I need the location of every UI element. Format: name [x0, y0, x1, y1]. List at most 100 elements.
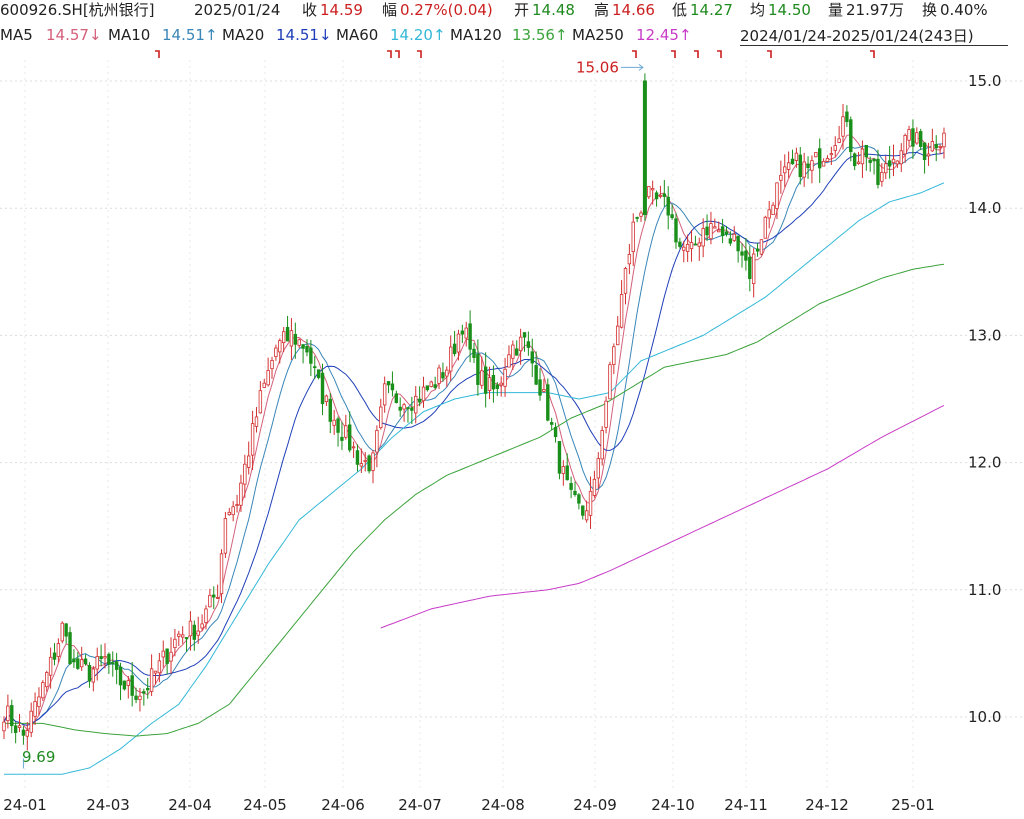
candle-body [309, 347, 313, 364]
event-marker [395, 50, 400, 58]
high-label: 高 [594, 1, 610, 19]
candle-body [616, 325, 620, 346]
candle-body [720, 226, 725, 237]
candle-body [515, 348, 519, 356]
avg-value: 14.50 [768, 1, 811, 19]
ma120-label: MA120 [450, 26, 502, 44]
candle-body [126, 680, 130, 686]
candle-body [911, 128, 915, 147]
ma5-line [3, 134, 945, 731]
candle-body [60, 622, 64, 642]
candle-body [802, 161, 806, 178]
candle-body [421, 386, 426, 402]
candle-body [693, 243, 698, 246]
candle-body [87, 664, 92, 682]
candle-body [425, 385, 430, 391]
ma60-value: 14.20↑ [390, 26, 446, 44]
candle-body [895, 160, 900, 165]
candle-body [52, 652, 57, 660]
candle-body [367, 455, 371, 472]
date-range-selector[interactable]: 2024/01/24-2025/01/24(243日) [740, 27, 974, 45]
candle-body [239, 482, 243, 506]
event-marker [870, 50, 875, 58]
candle-body [546, 384, 550, 421]
candle-body [483, 366, 488, 394]
ma20-label: MA20 [222, 26, 265, 44]
ma120-value: 13.56↑ [512, 26, 568, 44]
candle-body [351, 446, 356, 449]
candle-body [359, 463, 364, 467]
event-marker [671, 50, 676, 58]
candle-body [445, 369, 449, 377]
candle-body [180, 634, 185, 638]
candle-body [480, 370, 484, 386]
month-tick-label: 24-11 [724, 796, 768, 814]
candle-body [118, 666, 123, 686]
candle-body [130, 675, 134, 696]
month-tick-label: 24-05 [243, 796, 287, 814]
ma5-value: 14.57↓ [46, 26, 102, 44]
candle-body [604, 400, 608, 428]
candle-body [549, 422, 554, 425]
candle-body [713, 226, 717, 229]
candle-body [852, 153, 857, 167]
event-marker [417, 50, 422, 58]
candle-body [825, 158, 830, 162]
candle-body [779, 174, 783, 181]
candle-body [596, 458, 600, 479]
candle-body [33, 701, 37, 717]
candle-body [666, 196, 670, 216]
ma120-line [4, 263, 945, 737]
candle-body [573, 490, 577, 495]
candle-body [557, 441, 562, 474]
candle-body [45, 672, 49, 688]
ma10-line [3, 143, 945, 726]
candle-body [468, 323, 472, 350]
ma20-value: 14.51↓ [276, 26, 332, 44]
candle-body [786, 162, 791, 170]
event-marker [632, 50, 637, 58]
candle-body [748, 256, 752, 280]
candle-body [336, 418, 340, 433]
ma250-label: MA250 [572, 26, 624, 44]
candle-body [619, 294, 624, 328]
candle-body [876, 158, 880, 185]
candle-body [56, 643, 61, 657]
candle-body [647, 186, 651, 198]
candle-body [654, 192, 659, 200]
candle-body [530, 351, 534, 364]
candle-body [417, 398, 422, 403]
candle-body [10, 705, 14, 727]
candle-body [281, 331, 286, 343]
change-value: 0.27%(0.04) [400, 1, 493, 19]
candle-body [592, 478, 597, 496]
candle-body [631, 221, 635, 253]
candle-body [169, 651, 173, 662]
candle-body [410, 407, 414, 411]
event-marker [155, 50, 160, 58]
candle-body [849, 119, 853, 153]
candle-body [448, 346, 453, 372]
candle-body [763, 216, 768, 239]
candle-body [503, 368, 507, 387]
candle-body [208, 594, 212, 608]
candle-body [662, 193, 667, 197]
candle-body [398, 406, 402, 411]
candle-body [767, 209, 771, 219]
candle-body [95, 656, 99, 670]
candle-body [29, 710, 33, 733]
ma10-value: 14.51↑ [162, 26, 218, 44]
ma5-label: MA5 [0, 26, 33, 44]
candle-body [157, 660, 162, 674]
candle-body [91, 668, 96, 683]
candle-body [456, 333, 461, 353]
candle-body [250, 423, 255, 456]
candle-body [149, 668, 154, 692]
candle-body [658, 195, 663, 197]
candle-body [212, 594, 216, 598]
candle-body [68, 632, 72, 665]
candle-body [751, 253, 756, 284]
candle-body [864, 144, 869, 158]
candle-body [705, 226, 709, 236]
